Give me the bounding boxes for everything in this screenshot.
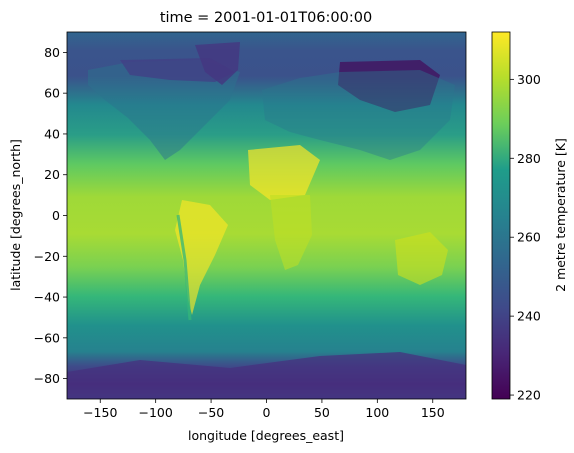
land-africa-south bbox=[270, 195, 312, 270]
x-tick-label: 50 bbox=[314, 405, 330, 420]
land-siberia-cold bbox=[338, 60, 440, 112]
x-tick-label: 0 bbox=[263, 405, 271, 420]
plot-area bbox=[67, 32, 466, 399]
x-tick-label: −100 bbox=[138, 405, 172, 420]
land-masses bbox=[67, 42, 466, 399]
x-tick-label: 150 bbox=[421, 405, 445, 420]
y-tick-label: 60 bbox=[44, 86, 60, 101]
colorbar bbox=[491, 31, 511, 400]
y-tick-label: 40 bbox=[44, 126, 60, 141]
colorbar-tick-label: 240 bbox=[517, 309, 541, 324]
colorbar-tick-label: 300 bbox=[517, 72, 541, 87]
colorbar-label: 2 metre temperature [K] bbox=[553, 138, 568, 292]
y-tick-label: 20 bbox=[44, 167, 60, 182]
colorbar-tick-label: 260 bbox=[517, 230, 541, 245]
y-axis-label: latitude [degrees_north] bbox=[8, 139, 23, 291]
x-tick-label: 100 bbox=[365, 405, 389, 420]
land-andes bbox=[176, 214, 192, 321]
x-axis-label: longitude [degrees_east] bbox=[188, 428, 344, 443]
x-tick-label: −150 bbox=[83, 405, 117, 420]
land-north-america bbox=[88, 60, 240, 160]
land-greenland bbox=[195, 42, 240, 85]
y-tick-label: 0 bbox=[52, 208, 60, 223]
y-tick-label: −40 bbox=[34, 290, 60, 305]
land-sahara bbox=[248, 145, 320, 200]
land-australia bbox=[395, 232, 448, 285]
y-axis: −80 −60 −40 −20 0 20 40 60 80 bbox=[34, 45, 67, 386]
colorbar-tick-label: 280 bbox=[517, 151, 541, 166]
colorbar-tick-label: 220 bbox=[517, 388, 541, 403]
y-tick-label: 80 bbox=[44, 45, 60, 60]
x-axis: −150 −100 −50 0 50 100 150 bbox=[83, 399, 445, 420]
y-tick-label: −20 bbox=[34, 249, 60, 264]
y-tick-label: −80 bbox=[34, 371, 60, 386]
land-antarctica bbox=[67, 352, 466, 399]
chart-title: time = 2001-01-01T06:00:00 bbox=[160, 10, 372, 26]
land-eurasia bbox=[262, 70, 455, 160]
x-tick-label: −50 bbox=[198, 405, 224, 420]
colorbar-axis: 220 240 260 280 300 bbox=[510, 72, 541, 403]
y-tick-label: −60 bbox=[34, 330, 60, 345]
